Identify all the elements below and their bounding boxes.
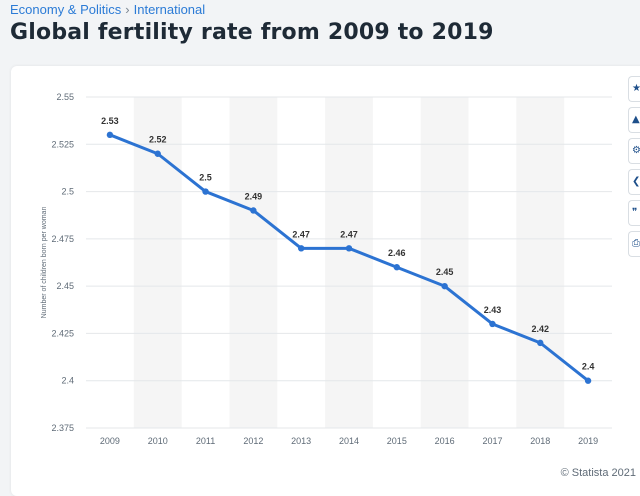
side-tool-button[interactable]: ⎙ <box>628 231 640 257</box>
y-tick-label: 2.425 <box>51 328 74 338</box>
x-tick-label: 2019 <box>578 436 598 446</box>
column-band <box>516 97 565 428</box>
data-label: 2.52 <box>149 135 167 145</box>
column-band <box>229 97 278 428</box>
column-band <box>420 97 469 428</box>
y-tick-label: 2.4 <box>61 376 74 386</box>
page-title: Global fertility rate from 2009 to 2019 <box>10 20 494 45</box>
data-point <box>202 188 209 195</box>
side-tool-button[interactable]: ❞ <box>628 200 640 226</box>
column-band <box>325 97 373 428</box>
data-label: 2.47 <box>292 229 310 239</box>
x-tick-label: 2009 <box>100 436 120 446</box>
breadcrumb-separator: › <box>125 2 130 17</box>
y-tick-label: 2.55 <box>56 92 74 102</box>
data-point <box>106 131 114 139</box>
breadcrumb-link-economy[interactable]: Economy & Politics <box>10 2 122 17</box>
print-icon: ⎙ <box>632 238 640 249</box>
data-label: 2.5 <box>199 173 212 183</box>
star-icon: ★ <box>632 83 640 94</box>
data-point <box>489 320 496 328</box>
side-tool-button[interactable]: ▲ <box>628 107 640 133</box>
data-point <box>441 282 448 290</box>
data-label: 2.47 <box>340 229 358 239</box>
data-point <box>297 245 305 252</box>
x-tick-label: 2018 <box>530 436 550 446</box>
share-icon: ❮ <box>632 176 640 187</box>
data-label: 2.42 <box>532 324 550 334</box>
y-tick-label: 2.5 <box>61 187 74 197</box>
y-axis-title: Number of children born per woman <box>41 207 48 319</box>
copyright-text: © Statista 2021 <box>560 467 636 479</box>
x-tick-label: 2016 <box>435 436 455 446</box>
side-tool-button[interactable]: ★ <box>628 76 640 102</box>
x-tick-label: 2010 <box>148 436 168 446</box>
alert-icon: ▲ <box>632 114 640 125</box>
side-tool-button[interactable]: ❮ <box>628 169 640 195</box>
data-point <box>250 207 257 214</box>
y-tick-label: 2.525 <box>51 139 74 149</box>
side-tool-button[interactable]: ⚙ <box>628 138 640 164</box>
data-point <box>345 245 353 252</box>
y-tick-label: 2.475 <box>51 234 74 244</box>
data-label: 2.46 <box>388 248 406 258</box>
data-label: 2.49 <box>245 191 263 201</box>
x-tick-label: 2017 <box>482 436 502 446</box>
side-toolbar: ★ ▲ ⚙ ❮ ❞ ⎙ <box>628 76 640 262</box>
data-label: 2.45 <box>436 267 454 277</box>
x-tick-label: 2015 <box>387 436 407 446</box>
data-point <box>393 264 401 271</box>
x-tick-label: 2012 <box>243 436 263 446</box>
data-label: 2.4 <box>582 362 595 372</box>
data-label: 2.53 <box>101 116 119 126</box>
data-point <box>537 339 544 347</box>
x-tick-label: 2014 <box>339 436 359 446</box>
y-tick-label: 2.45 <box>56 281 74 291</box>
data-point <box>584 377 592 384</box>
x-tick-label: 2013 <box>291 436 311 446</box>
data-label: 2.43 <box>484 305 502 315</box>
settings-icon: ⚙ <box>632 145 640 156</box>
quote-icon: ❞ <box>632 207 638 218</box>
breadcrumb-link-international[interactable]: International <box>133 2 206 17</box>
data-point <box>154 150 161 157</box>
y-tick-label: 2.375 <box>51 423 74 433</box>
x-tick-label: 2011 <box>196 436 215 446</box>
breadcrumb: Economy & Politics › International <box>10 2 205 17</box>
